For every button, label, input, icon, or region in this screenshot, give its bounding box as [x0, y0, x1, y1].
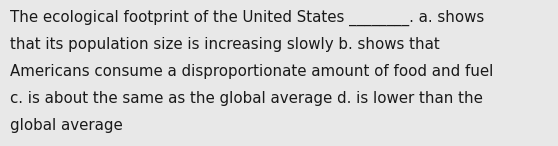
Text: that its population size is increasing slowly b. shows that: that its population size is increasing s… [10, 37, 440, 52]
Text: global average: global average [10, 118, 123, 133]
Text: c. is about the same as the global average d. is lower than the: c. is about the same as the global avera… [10, 91, 483, 106]
Text: The ecological footprint of the United States ________. a. shows: The ecological footprint of the United S… [10, 10, 484, 26]
Text: Americans consume a disproportionate amount of food and fuel: Americans consume a disproportionate amo… [10, 64, 493, 79]
